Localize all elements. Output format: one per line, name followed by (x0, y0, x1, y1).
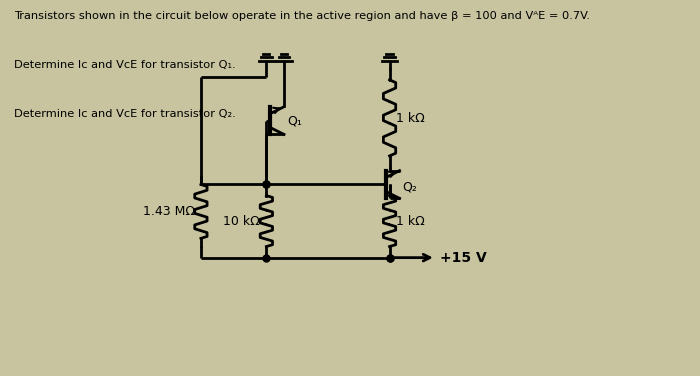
Text: Determine Iᴄ and VᴄE for transistor Q₁.: Determine Iᴄ and VᴄE for transistor Q₁. (14, 60, 236, 70)
Text: Q₂: Q₂ (402, 180, 417, 194)
Text: Determine Iᴄ and VᴄE for transistor Q₂.: Determine Iᴄ and VᴄE for transistor Q₂. (14, 109, 236, 119)
Text: Q₁: Q₁ (287, 114, 302, 127)
Text: 1 kΩ: 1 kΩ (395, 215, 424, 228)
Text: 1 kΩ: 1 kΩ (395, 112, 424, 125)
Text: +15 V: +15 V (440, 251, 486, 265)
Text: 10 kΩ: 10 kΩ (223, 215, 260, 228)
Text: 1.43 MΩ: 1.43 MΩ (143, 205, 195, 218)
Text: Transistors shown in the circuit below operate in the active region and have β =: Transistors shown in the circuit below o… (14, 11, 590, 21)
